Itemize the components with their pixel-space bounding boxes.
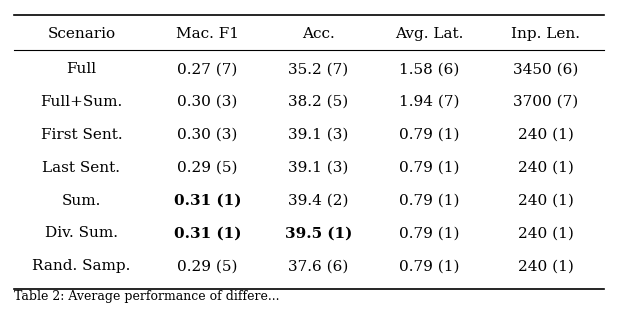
Text: 0.29 (5): 0.29 (5) [177, 259, 238, 273]
Text: Sum.: Sum. [62, 194, 101, 208]
Text: Avg. Lat.: Avg. Lat. [395, 27, 463, 41]
Text: 39.1 (3): 39.1 (3) [288, 128, 349, 142]
Text: 240 (1): 240 (1) [518, 259, 574, 273]
Text: First Sent.: First Sent. [41, 128, 122, 142]
Text: 0.79 (1): 0.79 (1) [399, 161, 459, 175]
Text: Table 2: Average performance of differe...: Table 2: Average performance of differe.… [14, 290, 279, 303]
Text: 0.31 (1): 0.31 (1) [174, 194, 241, 208]
Text: 0.29 (5): 0.29 (5) [177, 161, 238, 175]
Text: 1.58 (6): 1.58 (6) [399, 62, 459, 76]
Text: 3700 (7): 3700 (7) [513, 95, 578, 109]
Text: 35.2 (7): 35.2 (7) [288, 62, 349, 76]
Text: 3450 (6): 3450 (6) [513, 62, 578, 76]
Text: Scenario: Scenario [48, 27, 116, 41]
Text: 240 (1): 240 (1) [518, 161, 574, 175]
Text: Acc.: Acc. [302, 27, 334, 41]
Text: Rand. Samp.: Rand. Samp. [32, 259, 130, 273]
Text: 240 (1): 240 (1) [518, 128, 574, 142]
Text: 0.27 (7): 0.27 (7) [177, 62, 238, 76]
Text: 0.30 (3): 0.30 (3) [177, 128, 238, 142]
Text: 0.79 (1): 0.79 (1) [399, 194, 459, 208]
Text: 0.79 (1): 0.79 (1) [399, 128, 459, 142]
Text: 38.2 (5): 38.2 (5) [288, 95, 349, 109]
Text: 0.31 (1): 0.31 (1) [174, 226, 241, 241]
Text: 1.94 (7): 1.94 (7) [399, 95, 459, 109]
Text: Last Sent.: Last Sent. [43, 161, 121, 175]
Text: Inp. Len.: Inp. Len. [511, 27, 580, 41]
Text: 240 (1): 240 (1) [518, 226, 574, 241]
Text: Mac. F1: Mac. F1 [176, 27, 239, 41]
Text: 39.4 (2): 39.4 (2) [288, 194, 349, 208]
Text: Div. Sum.: Div. Sum. [45, 226, 118, 241]
Text: 0.79 (1): 0.79 (1) [399, 226, 459, 241]
Text: 37.6 (6): 37.6 (6) [288, 259, 349, 273]
Text: 0.30 (3): 0.30 (3) [177, 95, 238, 109]
Text: 240 (1): 240 (1) [518, 194, 574, 208]
Text: Full+Sum.: Full+Sum. [40, 95, 122, 109]
Text: 39.5 (1): 39.5 (1) [284, 226, 352, 241]
Text: Full: Full [66, 62, 96, 76]
Text: 0.79 (1): 0.79 (1) [399, 259, 459, 273]
Text: 39.1 (3): 39.1 (3) [288, 161, 349, 175]
